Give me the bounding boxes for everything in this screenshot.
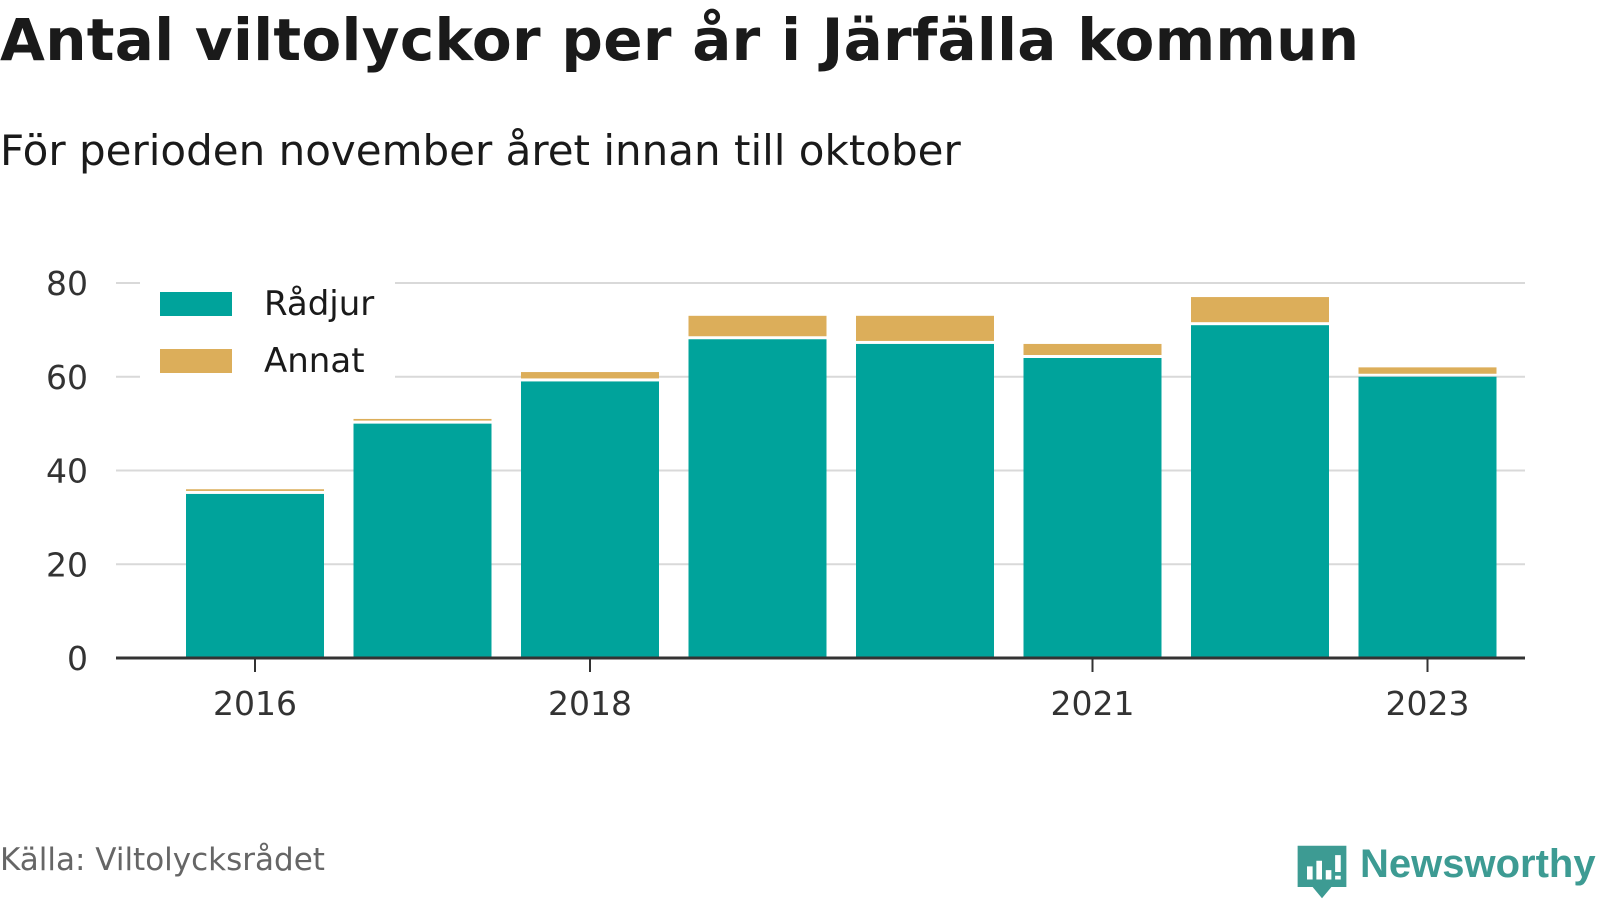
y-axis-ticks: 0 20 40 60 80: [46, 264, 88, 678]
bar-annat-2020: [856, 315, 994, 341]
newsworthy-logo-icon: [1297, 845, 1347, 899]
y-tick-label: 20: [46, 545, 88, 584]
x-tick-label: 2023: [1386, 684, 1470, 723]
bar-annat-2022: [1191, 297, 1329, 323]
bar-r-djur-2019: [688, 339, 827, 658]
bar-r-djur-2023: [1358, 376, 1497, 658]
source-note: Källa: Viltolycksrådet: [0, 842, 325, 878]
legend-swatch: [160, 349, 232, 373]
y-tick-label: 60: [46, 358, 88, 397]
bars: [186, 297, 1497, 658]
bar-r-djur-2018: [521, 381, 659, 658]
x-tick-label: 2016: [213, 684, 297, 723]
legend-label: Rådjur: [264, 284, 374, 324]
y-tick-label: 80: [46, 264, 88, 303]
brand-name: Newsworthy: [1360, 842, 1596, 886]
bar-annat-2018: [521, 372, 659, 379]
legend: Rådjur Annat: [140, 276, 395, 381]
bar-r-djur-2022: [1191, 325, 1329, 658]
bar-r-djur-2017: [353, 423, 492, 658]
bar-annat-2019: [688, 315, 827, 337]
x-axis: 2016 2018 2021 2023: [116, 656, 1525, 723]
legend-label: Annat: [264, 341, 365, 381]
bar-r-djur-2021: [1023, 358, 1162, 658]
legend-swatch: [160, 292, 232, 316]
bar-annat-2021: [1023, 343, 1162, 355]
bar-r-djur-2020: [856, 343, 994, 658]
bar-annat-2023: [1358, 367, 1497, 374]
bar-annat-2017: [353, 418, 492, 421]
y-tick-label: 40: [46, 452, 88, 491]
bar-annat-2016: [186, 489, 324, 491]
y-tick-label: 0: [67, 639, 88, 678]
x-tick-label: 2021: [1051, 684, 1135, 723]
chart-subtitle: För perioden november året innan till ok…: [0, 126, 961, 175]
x-tick-label: 2018: [548, 684, 632, 723]
chart-title: Antal viltolyckor per år i Järfälla komm…: [0, 6, 1360, 74]
bar-r-djur-2016: [186, 493, 324, 658]
stacked-bar-chart: 0 20 40 60 80 2016 2018 2021 2023 Rådjur Annat: [46, 264, 1525, 723]
